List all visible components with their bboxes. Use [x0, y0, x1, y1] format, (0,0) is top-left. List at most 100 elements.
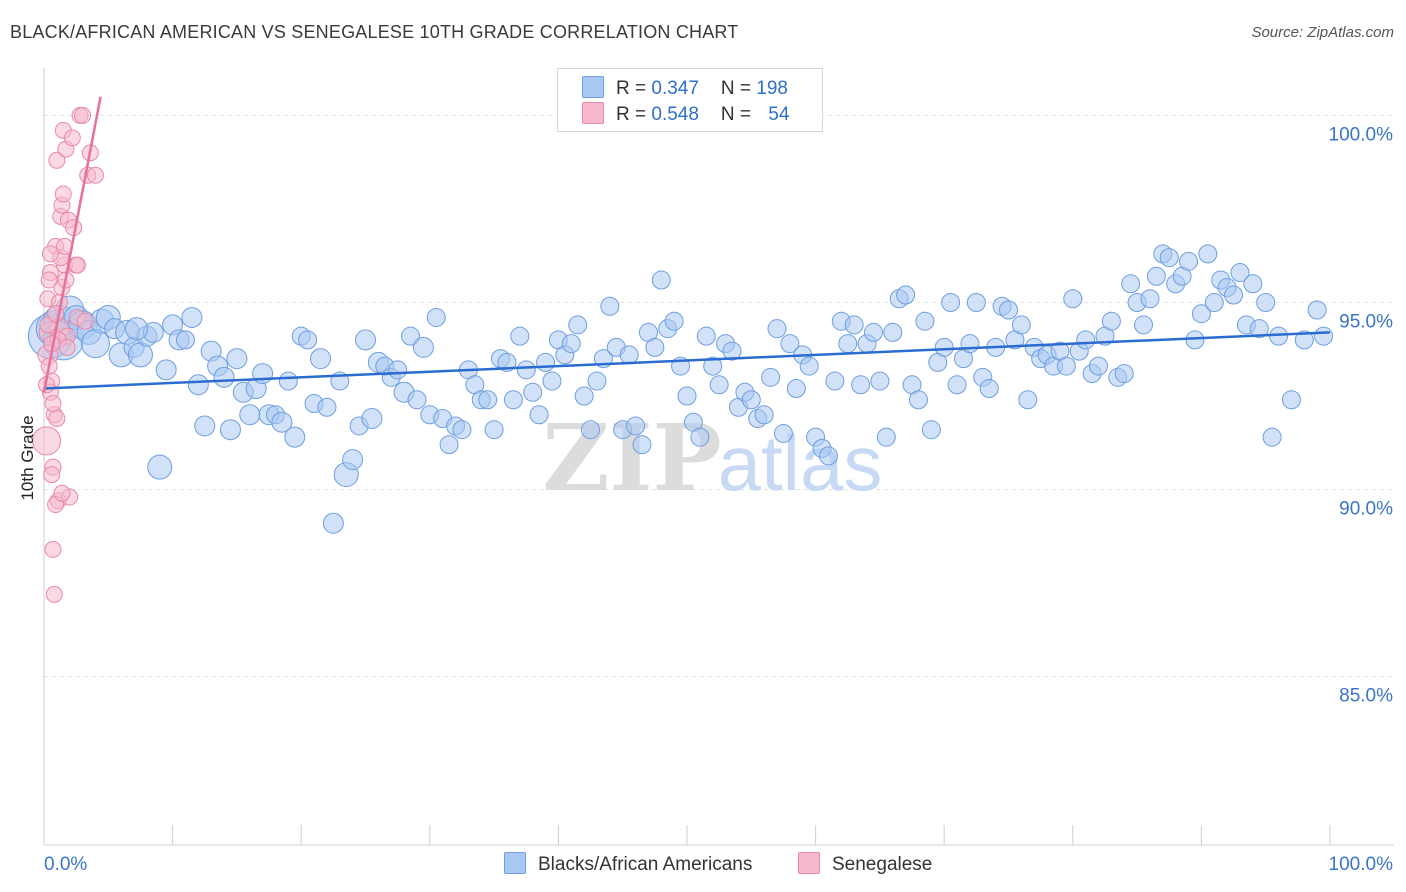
point-blacks	[478, 390, 498, 410]
series-legend: Blacks/African Americans Senegalese	[0, 852, 1406, 878]
point-blacks	[921, 420, 941, 440]
legend-row-senegalese: R = 0.548 N = 54	[582, 102, 789, 128]
y-tick-label: 95.0%	[1339, 311, 1393, 332]
point-blacks	[155, 359, 177, 381]
legend-r-label: R =	[616, 104, 652, 125]
series-senegalese	[32, 106, 104, 603]
point-blacks	[226, 348, 248, 370]
point-blacks	[1140, 289, 1160, 309]
point-blacks	[941, 292, 961, 312]
point-blacks	[355, 329, 376, 351]
point-blacks	[194, 415, 216, 437]
point-blacks	[767, 319, 787, 339]
point-blacks	[677, 386, 697, 406]
point-blacks	[999, 300, 1018, 320]
legend-r-value: 0.347	[651, 78, 699, 99]
point-blacks	[587, 371, 607, 391]
watermark-atlas: atlas	[718, 419, 883, 507]
y-tick-label: 90.0%	[1339, 499, 1393, 520]
point-blacks	[1281, 390, 1301, 410]
point-blacks	[181, 306, 203, 328]
point-blacks	[1262, 427, 1282, 447]
point-blacks	[908, 390, 928, 410]
point-blacks	[979, 379, 999, 399]
point-blacks	[1230, 263, 1250, 283]
point-blacks	[780, 334, 800, 354]
point-blacks	[786, 379, 806, 399]
point-senegalese	[54, 185, 72, 203]
point-senegalese	[44, 395, 62, 413]
point-blacks	[271, 411, 293, 433]
point-blacks	[947, 375, 967, 395]
point-blacks	[568, 315, 588, 335]
legend-row-blacks: R = 0.347 N = 198	[582, 76, 788, 102]
y-axis-title: 10th Grade	[18, 415, 37, 501]
point-blacks	[298, 330, 318, 350]
point-blacks	[1159, 248, 1179, 268]
point-senegalese	[76, 312, 94, 330]
point-blacks	[600, 296, 620, 316]
point-blacks	[722, 341, 742, 361]
point-senegalese	[45, 585, 63, 603]
point-blacks	[741, 390, 761, 410]
point-senegalese	[68, 256, 86, 274]
point-blacks	[529, 405, 549, 425]
point-blacks	[187, 374, 209, 396]
point-blacks	[147, 454, 173, 480]
point-blacks	[510, 326, 530, 346]
axes	[43, 68, 1394, 846]
point-blacks	[825, 371, 845, 391]
point-blacks	[523, 382, 543, 402]
point-blacks	[175, 330, 195, 350]
point-blacks	[574, 386, 594, 406]
point-blacks	[322, 512, 344, 534]
point-blacks	[536, 352, 556, 372]
legend-swatch-blue	[504, 852, 526, 874]
point-blacks	[1011, 315, 1031, 335]
point-blacks	[80, 329, 110, 359]
point-blacks	[1243, 274, 1263, 294]
point-blacks	[966, 292, 986, 312]
point-blacks	[690, 427, 710, 447]
point-blacks	[412, 336, 434, 358]
point-senegalese	[58, 338, 76, 356]
point-senegalese	[41, 245, 59, 263]
legend-swatch-pink	[582, 102, 604, 124]
point-blacks	[407, 390, 427, 410]
point-blacks	[838, 334, 858, 354]
legend-swatch-blue	[582, 76, 604, 98]
point-senegalese	[32, 426, 62, 456]
point-blacks	[960, 334, 980, 354]
point-blacks	[497, 352, 517, 372]
point-blacks	[484, 420, 504, 440]
point-blacks	[561, 334, 581, 354]
point-blacks	[1179, 251, 1199, 271]
chart-source: Source: ZipAtlas.com	[1251, 24, 1394, 41]
point-blacks	[542, 371, 562, 391]
y-tick-label: 85.0%	[1339, 686, 1393, 707]
point-blacks	[309, 348, 331, 370]
point-blacks	[1114, 364, 1134, 384]
point-senegalese	[43, 466, 61, 484]
point-blacks	[896, 285, 916, 305]
chart-title: BLACK/AFRICAN AMERICAN VS SENEGALESE 10T…	[10, 22, 739, 42]
point-blacks	[761, 367, 781, 387]
point-blacks	[1101, 311, 1121, 331]
legend-r-label: R =	[616, 78, 652, 99]
point-blacks	[219, 419, 241, 441]
tick-labels: 85.0% 90.0% 95.0% 100.0% 0.0% 100.0%	[44, 124, 1393, 875]
point-blacks	[709, 375, 729, 395]
point-blacks	[516, 360, 536, 380]
point-blacks	[934, 337, 954, 357]
trend-lines	[42, 96, 1331, 393]
legend-item-blacks: Blacks/African Americans	[504, 852, 752, 876]
legend-n-value: 198	[756, 78, 788, 99]
point-blacks	[252, 363, 274, 385]
point-blacks	[439, 435, 459, 455]
legend-swatch-pink	[798, 852, 820, 874]
point-blacks	[844, 315, 864, 335]
point-blacks	[619, 345, 639, 365]
point-blacks	[863, 322, 883, 342]
trend-line-senegalese	[42, 96, 102, 393]
